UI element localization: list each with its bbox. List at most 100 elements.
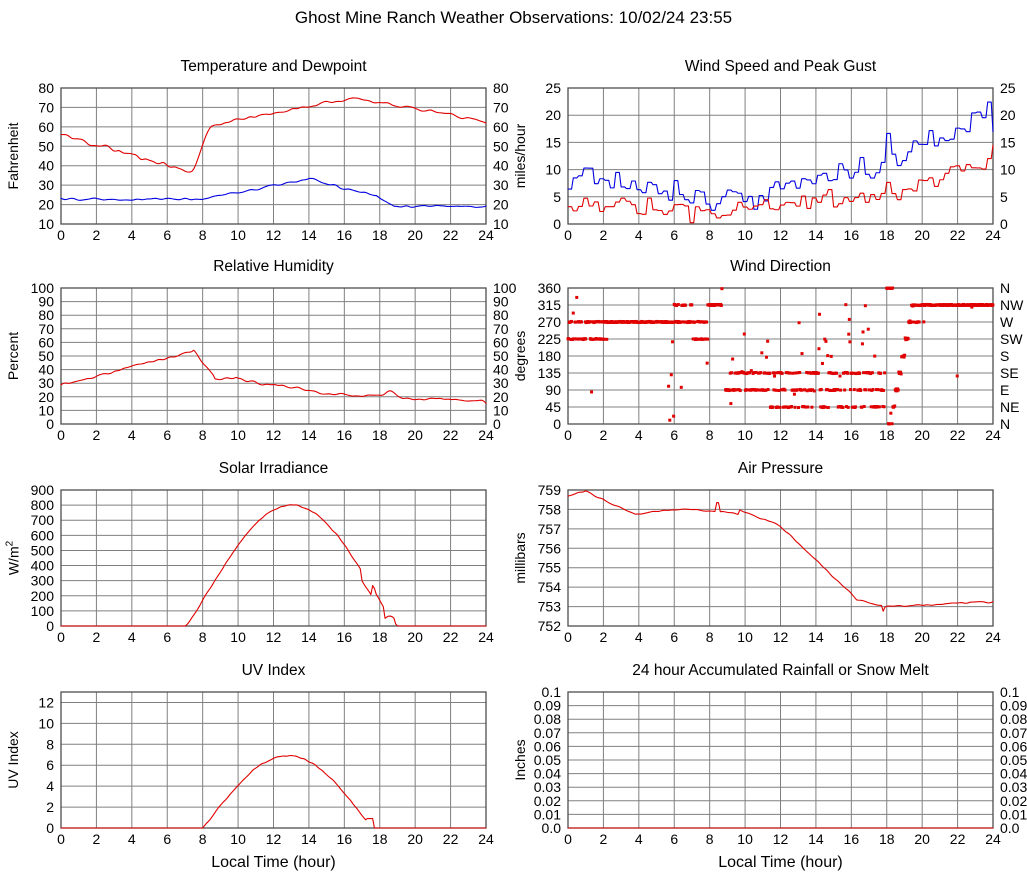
svg-text:10: 10 (737, 629, 753, 645)
svg-text:5: 5 (553, 189, 561, 205)
svg-text:20: 20 (914, 427, 930, 443)
svg-text:90: 90 (493, 294, 509, 310)
svg-text:0: 0 (564, 227, 572, 243)
svg-text:757: 757 (538, 521, 562, 537)
svg-text:14: 14 (301, 831, 317, 847)
svg-text:20: 20 (914, 629, 930, 645)
svg-text:225: 225 (538, 331, 562, 347)
svg-text:2: 2 (93, 427, 101, 443)
svg-text:0: 0 (553, 416, 561, 432)
svg-text:10: 10 (230, 427, 246, 443)
svg-text:45: 45 (545, 399, 561, 415)
svg-text:70: 70 (38, 99, 54, 115)
svg-text:0: 0 (46, 618, 54, 634)
svg-text:0: 0 (57, 427, 65, 443)
svg-text:10: 10 (38, 715, 54, 731)
svg-text:12: 12 (773, 831, 789, 847)
svg-text:24: 24 (478, 427, 494, 443)
svg-text:16: 16 (844, 629, 860, 645)
svg-text:25: 25 (545, 80, 561, 96)
svg-text:10: 10 (737, 227, 753, 243)
svg-text:0: 0 (57, 831, 65, 847)
svg-text:8: 8 (199, 629, 207, 645)
svg-text:100: 100 (31, 280, 55, 296)
svg-text:40: 40 (38, 158, 54, 174)
svg-text:6: 6 (46, 757, 54, 773)
svg-text:12: 12 (773, 629, 789, 645)
svg-text:2: 2 (600, 629, 608, 645)
svg-text:22: 22 (950, 629, 966, 645)
svg-text:500: 500 (31, 542, 55, 558)
svg-text:SW: SW (1000, 331, 1023, 347)
svg-text:18: 18 (879, 427, 895, 443)
svg-text:0: 0 (553, 216, 561, 232)
svg-text:135: 135 (538, 365, 562, 381)
svg-text:10: 10 (545, 162, 561, 178)
svg-text:0.04: 0.04 (1000, 766, 1027, 782)
svg-text:16: 16 (844, 831, 860, 847)
svg-text:900: 900 (31, 482, 55, 498)
svg-text:N: N (1000, 416, 1010, 432)
svg-text:24: 24 (985, 227, 1001, 243)
svg-text:300: 300 (31, 573, 55, 589)
svg-text:30: 30 (493, 177, 509, 193)
svg-text:40: 40 (38, 362, 54, 378)
svg-text:8: 8 (46, 736, 54, 752)
svg-text:18: 18 (879, 227, 895, 243)
svg-text:18: 18 (372, 831, 388, 847)
svg-text:24: 24 (478, 629, 494, 645)
svg-text:0.04: 0.04 (534, 766, 561, 782)
svg-text:10: 10 (493, 216, 509, 232)
svg-text:8: 8 (199, 831, 207, 847)
svg-text:16: 16 (337, 227, 353, 243)
svg-text:12: 12 (266, 427, 282, 443)
svg-text:8: 8 (706, 227, 714, 243)
svg-text:NE: NE (1000, 399, 1019, 415)
svg-text:12: 12 (773, 427, 789, 443)
svg-text:30: 30 (38, 177, 54, 193)
svg-text:80: 80 (493, 80, 509, 96)
svg-text:4: 4 (128, 831, 136, 847)
svg-text:2: 2 (46, 799, 54, 815)
svg-text:6: 6 (670, 227, 678, 243)
svg-text:18: 18 (372, 427, 388, 443)
svg-text:6: 6 (163, 831, 171, 847)
svg-text:100: 100 (31, 603, 55, 619)
svg-text:0: 0 (564, 831, 572, 847)
svg-text:4: 4 (46, 778, 54, 794)
svg-text:16: 16 (337, 629, 353, 645)
svg-text:20: 20 (407, 227, 423, 243)
svg-text:14: 14 (808, 227, 824, 243)
svg-text:60: 60 (38, 119, 54, 135)
svg-text:8: 8 (706, 831, 714, 847)
svg-text:755: 755 (538, 560, 562, 576)
svg-text:6: 6 (670, 427, 678, 443)
svg-text:22: 22 (443, 427, 459, 443)
svg-text:10: 10 (230, 227, 246, 243)
svg-text:NW: NW (1000, 297, 1024, 313)
svg-text:18: 18 (879, 831, 895, 847)
svg-text:2: 2 (600, 831, 608, 847)
svg-text:10: 10 (230, 831, 246, 847)
svg-text:0: 0 (1000, 216, 1008, 232)
svg-text:6: 6 (163, 227, 171, 243)
svg-text:2: 2 (600, 427, 608, 443)
svg-text:W: W (1000, 314, 1014, 330)
svg-text:20: 20 (545, 107, 561, 123)
svg-text:600: 600 (31, 527, 55, 543)
svg-text:756: 756 (538, 540, 562, 556)
svg-text:14: 14 (808, 629, 824, 645)
svg-text:12: 12 (266, 831, 282, 847)
svg-text:40: 40 (493, 158, 509, 174)
svg-text:20: 20 (1000, 107, 1016, 123)
svg-text:12: 12 (773, 227, 789, 243)
svg-text:14: 14 (301, 629, 317, 645)
svg-text:800: 800 (31, 497, 55, 513)
svg-text:759: 759 (538, 482, 562, 498)
svg-text:20: 20 (407, 831, 423, 847)
svg-text:4: 4 (635, 227, 643, 243)
svg-text:6: 6 (163, 427, 171, 443)
svg-text:20: 20 (914, 831, 930, 847)
svg-text:8: 8 (706, 427, 714, 443)
svg-text:40: 40 (493, 362, 509, 378)
